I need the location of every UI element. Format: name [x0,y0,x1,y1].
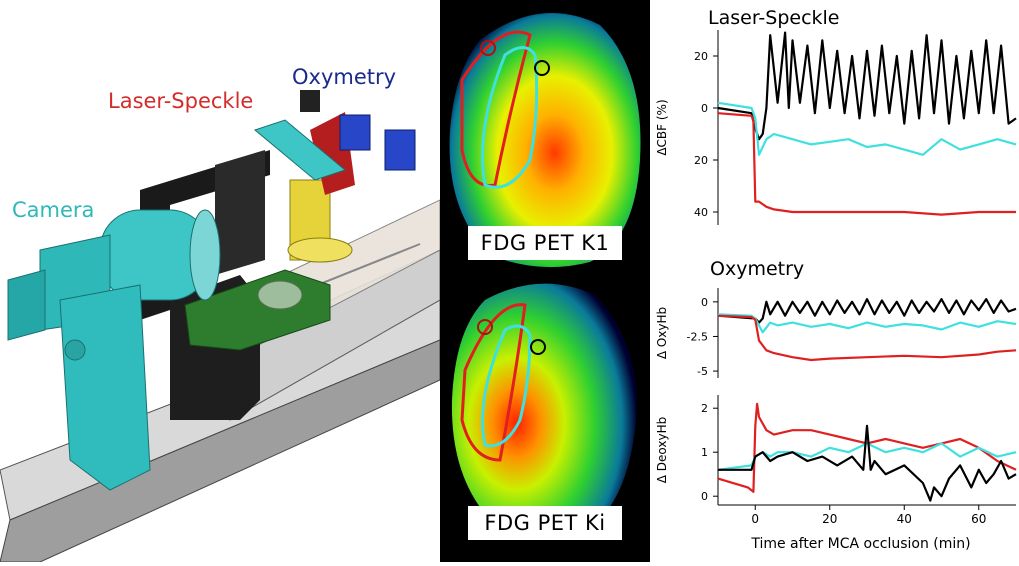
k1-red-marker [480,40,496,56]
y-axis-label: ΔCBF (%) [655,99,669,155]
k1-red-roi [460,30,532,188]
series-line-1 [717,313,1017,334]
x-tick-label: 20 [822,512,837,526]
pet-images: FDG PET K1 FDG PET Ki [440,0,650,562]
ki-cyan-roi [481,324,532,448]
y-tick-label: 40 [694,206,708,219]
y-tick-label: 0 [701,490,708,503]
y-axis-label: Δ DeoxyHb [655,417,669,483]
label-camera: Camera [12,198,94,222]
ki-red-roi [460,303,527,462]
camera-back [7,269,46,341]
pet-brain-maps [449,12,641,539]
chart-title: Oxymetry [710,258,804,280]
series-line-0 [717,298,1017,324]
rail-front [0,339,441,563]
camera-lens-front [189,209,221,301]
y-tick-label: -5 [697,365,708,378]
series-line-1 [717,442,1017,471]
cyan-plate [253,119,347,181]
series-line-2 [718,424,1017,502]
mount-knob [300,90,320,112]
series-line-2 [717,314,1017,362]
pet-k1-label: FDG PET K1 [468,226,622,260]
y-tick-label: 20 [694,50,708,63]
y-tick-label: 0 [701,296,708,309]
label-oxymetry: Oxymetry [292,65,396,89]
nose-cone [257,280,303,310]
x-tick-label: 60 [971,512,986,526]
y-axis-label: Δ OxyHb [655,307,669,359]
y-tick-label: 2 [701,402,708,415]
camera-stand [59,284,151,491]
oxymetry-probe-2 [384,129,416,171]
series-line-1 [717,101,1017,156]
k1-cyan-roi [481,46,539,189]
oxymetry-probe-1 [339,114,371,151]
x-tick-label: 40 [897,512,912,526]
y-tick-label: 20 [694,154,708,167]
black-frame [140,150,270,320]
k1-black-marker [534,60,550,76]
timecourse-charts: 20 0 20 40 Laser-Speckle ΔCBF (%) 0 -2.5 -5 Oxyme… [650,0,1019,562]
pet-ki-label: FDG PET Ki [468,506,622,540]
y-tick-label: 0 [701,102,708,115]
y-tick-label: 1 [701,446,708,459]
series-line-0 [717,402,1017,493]
frame-upright [215,150,265,275]
ki-red-marker [477,319,493,335]
series-line-2 [717,112,1016,216]
x-tick-label: 0 [751,512,759,526]
apparatus-drawing: Oxymetry Laser-Speckle Camera [0,65,441,563]
chart-title: Laser-Speckle [708,7,840,29]
x-axis-label: Time after MCA occlusion (min) [750,536,970,552]
ki-black-marker [530,339,546,355]
series-line-0 [717,31,1017,141]
yellow-ring [287,237,353,263]
label-laser-speckle: Laser-Speckle [108,89,253,113]
stand-knob [64,339,86,361]
apparatus-render: Oxymetry Laser-Speckle Camera [0,0,441,563]
y-tick-label: -2.5 [687,330,708,343]
